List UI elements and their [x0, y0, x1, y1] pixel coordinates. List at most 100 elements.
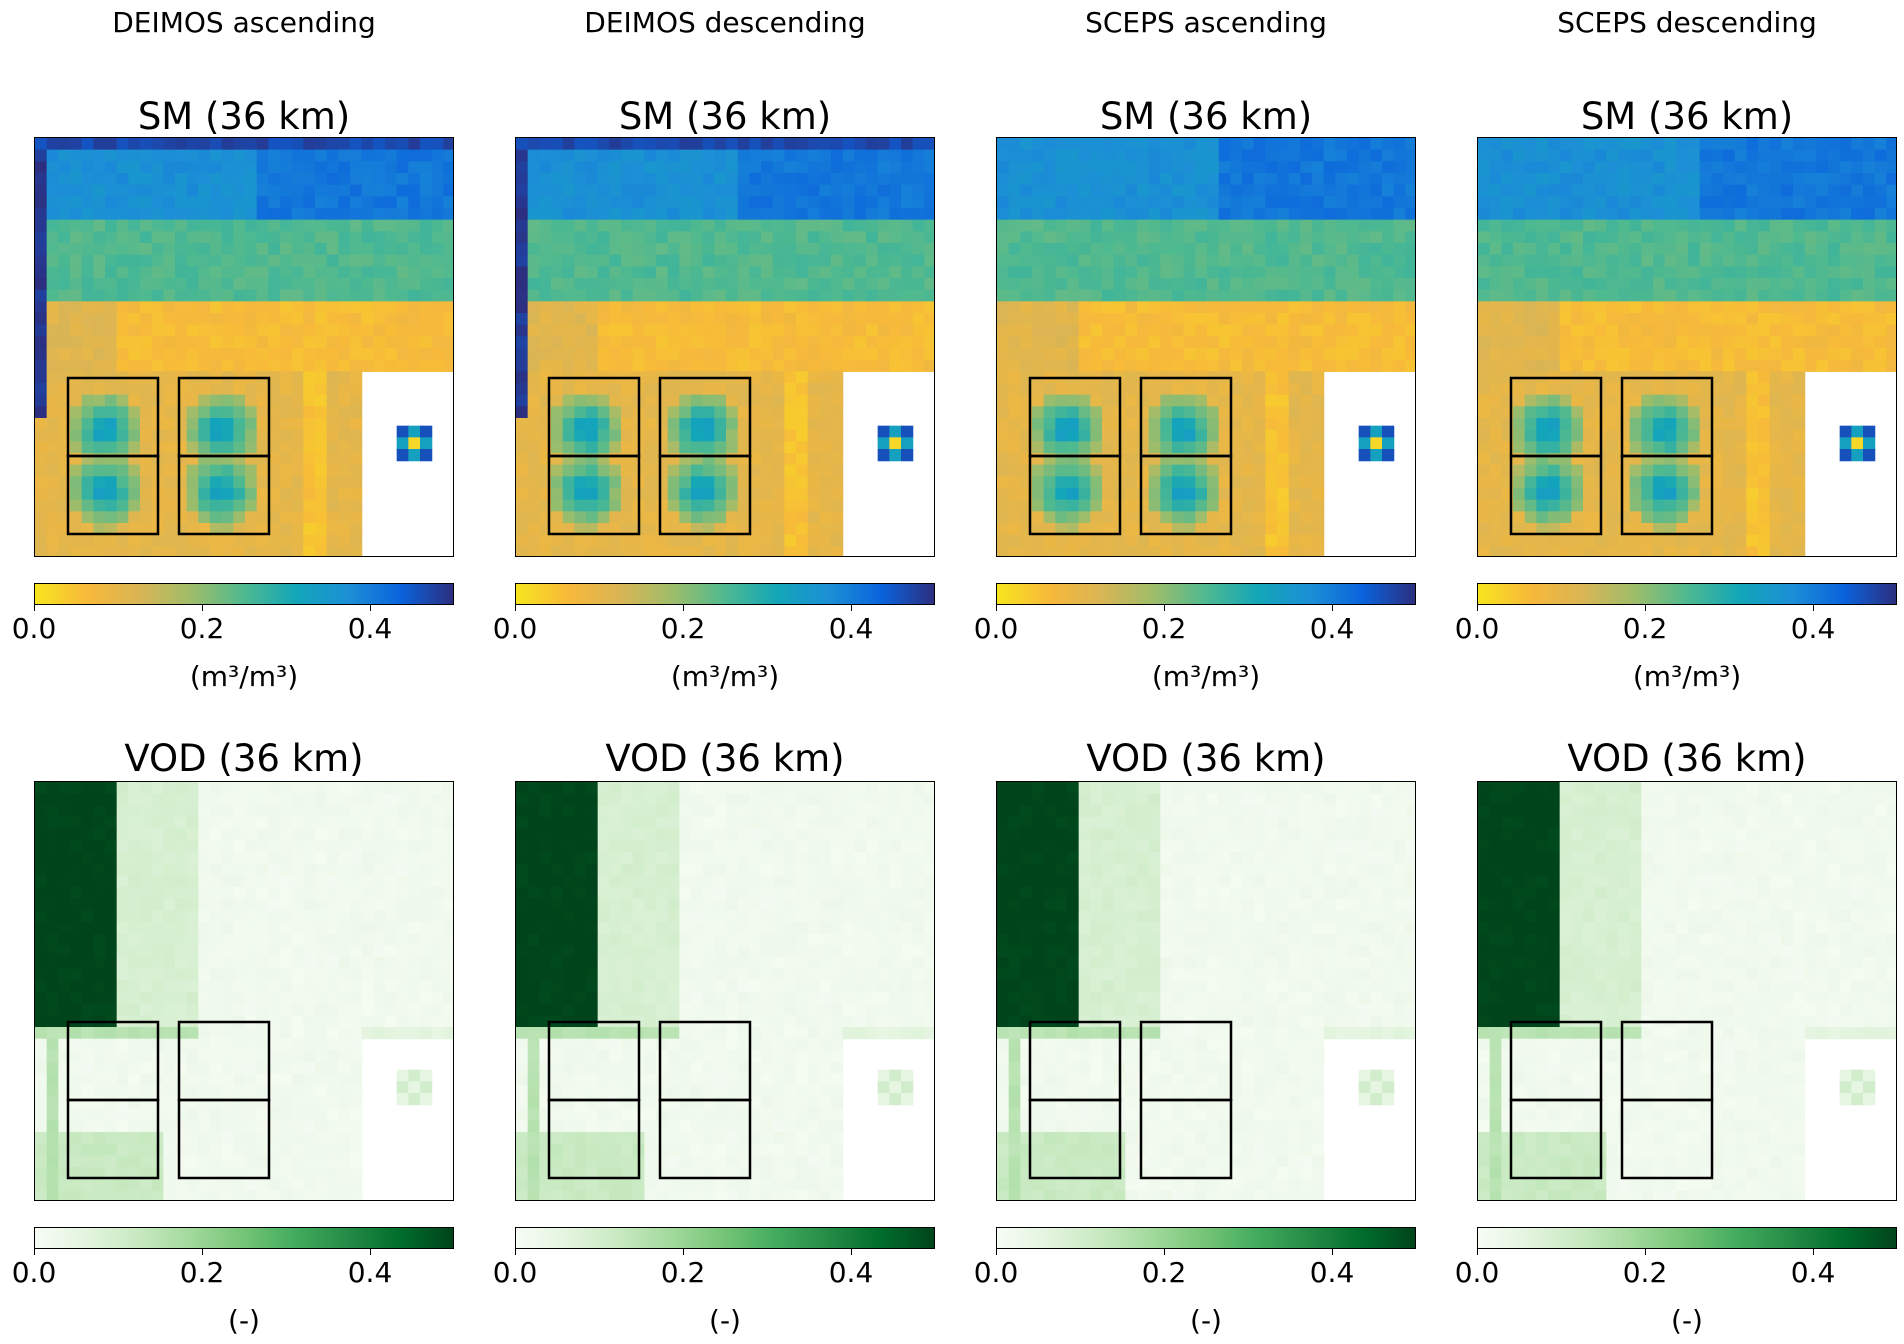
heatmap-cell — [726, 254, 739, 267]
heatmap-cell — [303, 324, 316, 337]
heatmap-cell — [1300, 184, 1313, 197]
heatmap-cell — [574, 336, 587, 349]
heatmap-cell — [1699, 184, 1712, 197]
heatmap-cell — [656, 289, 669, 302]
heatmap-cell — [396, 254, 409, 267]
heatmap-cell — [373, 817, 386, 830]
heatmap-cell — [1125, 394, 1138, 407]
heatmap-cell — [1711, 289, 1724, 302]
heatmap-cell — [70, 173, 83, 186]
heatmap-cell — [1335, 301, 1348, 314]
heatmap-cell — [1055, 313, 1068, 326]
heatmap-cell — [1583, 359, 1596, 372]
heatmap-cell — [1207, 511, 1220, 524]
heatmap-cell — [1618, 534, 1631, 547]
heatmap-cell — [667, 313, 680, 326]
heatmap-cell — [1137, 511, 1150, 524]
heatmap-cell — [1067, 313, 1080, 326]
heatmap-cell — [1839, 324, 1852, 337]
heatmap-cell — [667, 231, 680, 244]
heatmap-cell — [761, 499, 774, 512]
heatmap-cell — [924, 266, 934, 279]
heatmap-cell — [1195, 546, 1208, 556]
heatmap-cell — [70, 418, 83, 431]
heatmap-cell — [128, 793, 141, 806]
heatmap-cell — [373, 324, 386, 337]
heatmap-cell — [326, 429, 339, 442]
heatmap-cell — [268, 208, 281, 221]
heatmap-cell — [1478, 289, 1491, 302]
heatmap-cell — [280, 782, 293, 795]
heatmap-cell — [679, 161, 692, 174]
heatmap-cell — [679, 511, 692, 524]
heatmap-cell — [1769, 383, 1782, 396]
heatmap-cell — [1583, 418, 1596, 431]
heatmap-cell — [1008, 254, 1021, 267]
heatmap-cell — [574, 511, 587, 524]
column-title: SCEPS descending — [1557, 6, 1817, 39]
heatmap-cell — [1230, 488, 1243, 501]
heatmap-cell — [58, 289, 71, 302]
heatmap-cell — [644, 161, 657, 174]
heatmap-cell — [163, 324, 176, 337]
heatmap-cell — [350, 394, 363, 407]
heatmap-cell — [1478, 499, 1491, 512]
heatmap-cell — [737, 254, 750, 267]
heatmap-cell — [1032, 441, 1045, 454]
heatmap-cell — [997, 219, 1010, 232]
heatmap-cell — [361, 301, 374, 314]
heatmap-cell — [621, 429, 634, 442]
heatmap-cell — [338, 523, 351, 536]
heatmap-cell — [644, 266, 657, 279]
heatmap-cell — [128, 499, 141, 512]
heatmap-cell — [842, 254, 855, 267]
heatmap-cell — [1008, 149, 1021, 162]
heatmap-cell — [280, 406, 293, 419]
heatmap-cell — [1393, 359, 1406, 372]
heatmap-cell — [527, 523, 540, 536]
heatmap-cell — [1501, 278, 1514, 291]
heatmap-cell — [644, 196, 657, 209]
heatmap-cell — [796, 418, 809, 431]
heatmap-cell — [1583, 476, 1596, 489]
heatmap-cell — [1195, 523, 1208, 536]
heatmap-cell — [1288, 499, 1301, 512]
heatmap-cell — [819, 511, 832, 524]
heatmap-cell — [221, 429, 234, 442]
heatmap-cell — [1090, 336, 1103, 349]
heatmap-cell — [656, 348, 669, 361]
heatmap-cell — [1312, 278, 1325, 291]
heatmap-cell — [1804, 219, 1817, 232]
heatmap-cell — [1501, 219, 1514, 232]
heatmap-cell — [233, 173, 246, 186]
heatmap-cell — [656, 196, 669, 209]
heatmap-cell — [1571, 441, 1584, 454]
heatmap-cell — [128, 441, 141, 454]
heatmap-cell — [737, 336, 750, 349]
heatmap-cell — [338, 429, 351, 442]
heatmap-cell — [1358, 149, 1371, 162]
heatmap-cell — [1032, 301, 1045, 314]
heatmap-cell — [280, 336, 293, 349]
heatmap-cell — [1113, 196, 1126, 209]
heatmap-cell — [1055, 149, 1068, 162]
heatmap-cell — [35, 313, 48, 326]
heatmap-cell — [1629, 488, 1642, 501]
heatmap-cell — [1300, 546, 1313, 556]
heatmap-cell — [1828, 278, 1841, 291]
heatmap-cell — [1382, 289, 1395, 302]
heatmap-cell — [46, 278, 59, 291]
heatmap-cell — [1548, 208, 1561, 221]
heatmap-cell — [385, 219, 398, 232]
heatmap-cell — [1653, 534, 1666, 547]
heatmap-cell — [1277, 184, 1290, 197]
heatmap-cell — [1758, 429, 1771, 442]
heatmap-cell — [210, 418, 223, 431]
heatmap-cell — [1300, 301, 1313, 314]
heatmap-cell — [621, 511, 634, 524]
heatmap-cell — [210, 406, 223, 419]
heatmap-cell — [268, 523, 281, 536]
heatmap-cell — [338, 441, 351, 454]
heatmap-cell — [210, 394, 223, 407]
heatmap-cell — [396, 243, 409, 256]
